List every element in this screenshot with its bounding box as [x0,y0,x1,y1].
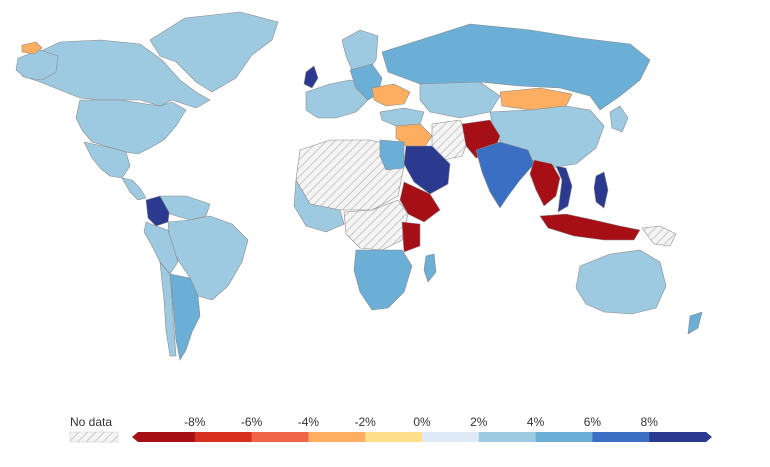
region-egypt [379,139,405,171]
legend-arrow-right-icon [706,432,712,442]
legend-bin [422,432,480,442]
region-india [475,141,535,209]
legend-bin [365,432,423,442]
region-alaska [15,49,59,81]
legend-tick-label: -4% [298,415,320,429]
legend-bin [138,432,196,442]
region-canada [21,39,211,109]
region-ukraine [371,83,411,107]
region-chile [159,261,177,357]
region-western-europe [305,79,369,119]
region-central-africa [343,199,409,251]
legend-bin [251,432,309,442]
no-data-label: No data [70,415,112,429]
region-argentina [169,273,201,361]
legend-bin [535,432,593,442]
region-indonesia [539,213,641,241]
legend-svg: No data -8% -6% -4% -2% 0% 2% 4% 6% 8% [69,415,712,443]
region-japan [609,105,629,133]
region-saudi-arabia [403,145,451,195]
legend-tick-label: 2% [470,415,488,429]
region-central-america [121,177,147,201]
region-usa [75,99,187,155]
region-east-africa [401,221,421,253]
region-madagascar [423,253,437,283]
legend-tick-label: -6% [241,415,263,429]
region-new-guinea [641,225,677,247]
legend-bin [649,432,707,442]
region-iceland [21,41,43,55]
legend-bin [194,432,253,442]
region-north-sa [159,195,211,221]
region-australia [575,249,667,315]
legend-tick-label: 6% [584,415,602,429]
region-greenland [149,11,279,93]
region-philippines [593,171,609,209]
legend-tick-label: 0% [413,415,431,429]
no-data-swatch [69,431,119,443]
legend: No data -8% -6% -4% -2% 0% 2% 4% 6% 8% [0,400,770,462]
legend-bin [308,432,366,442]
legend-tick-label: 4% [527,415,545,429]
legend-bins [132,432,712,442]
region-se-asia [529,159,561,207]
region-central-asia [419,81,501,119]
region-southern-africa [353,249,413,311]
legend-tick-label: -8% [184,415,206,429]
legend-arrow-left-icon [132,432,138,442]
region-uk [303,65,319,89]
region-west-africa [293,179,345,233]
legend-tick-label: -2% [355,415,377,429]
legend-ticks: -8% -6% -4% -2% 0% 2% 4% 6% 8% [184,415,658,429]
region-horn-africa [399,181,441,223]
legend-bin [478,432,537,442]
region-new-zealand [687,311,703,335]
region-vietnam [555,165,573,213]
legend-bin [592,432,650,442]
legend-tick-label: 8% [641,415,659,429]
region-brazil [167,215,249,301]
region-turkey [379,107,425,127]
world-map-svg [15,11,703,361]
world-map [15,11,703,361]
